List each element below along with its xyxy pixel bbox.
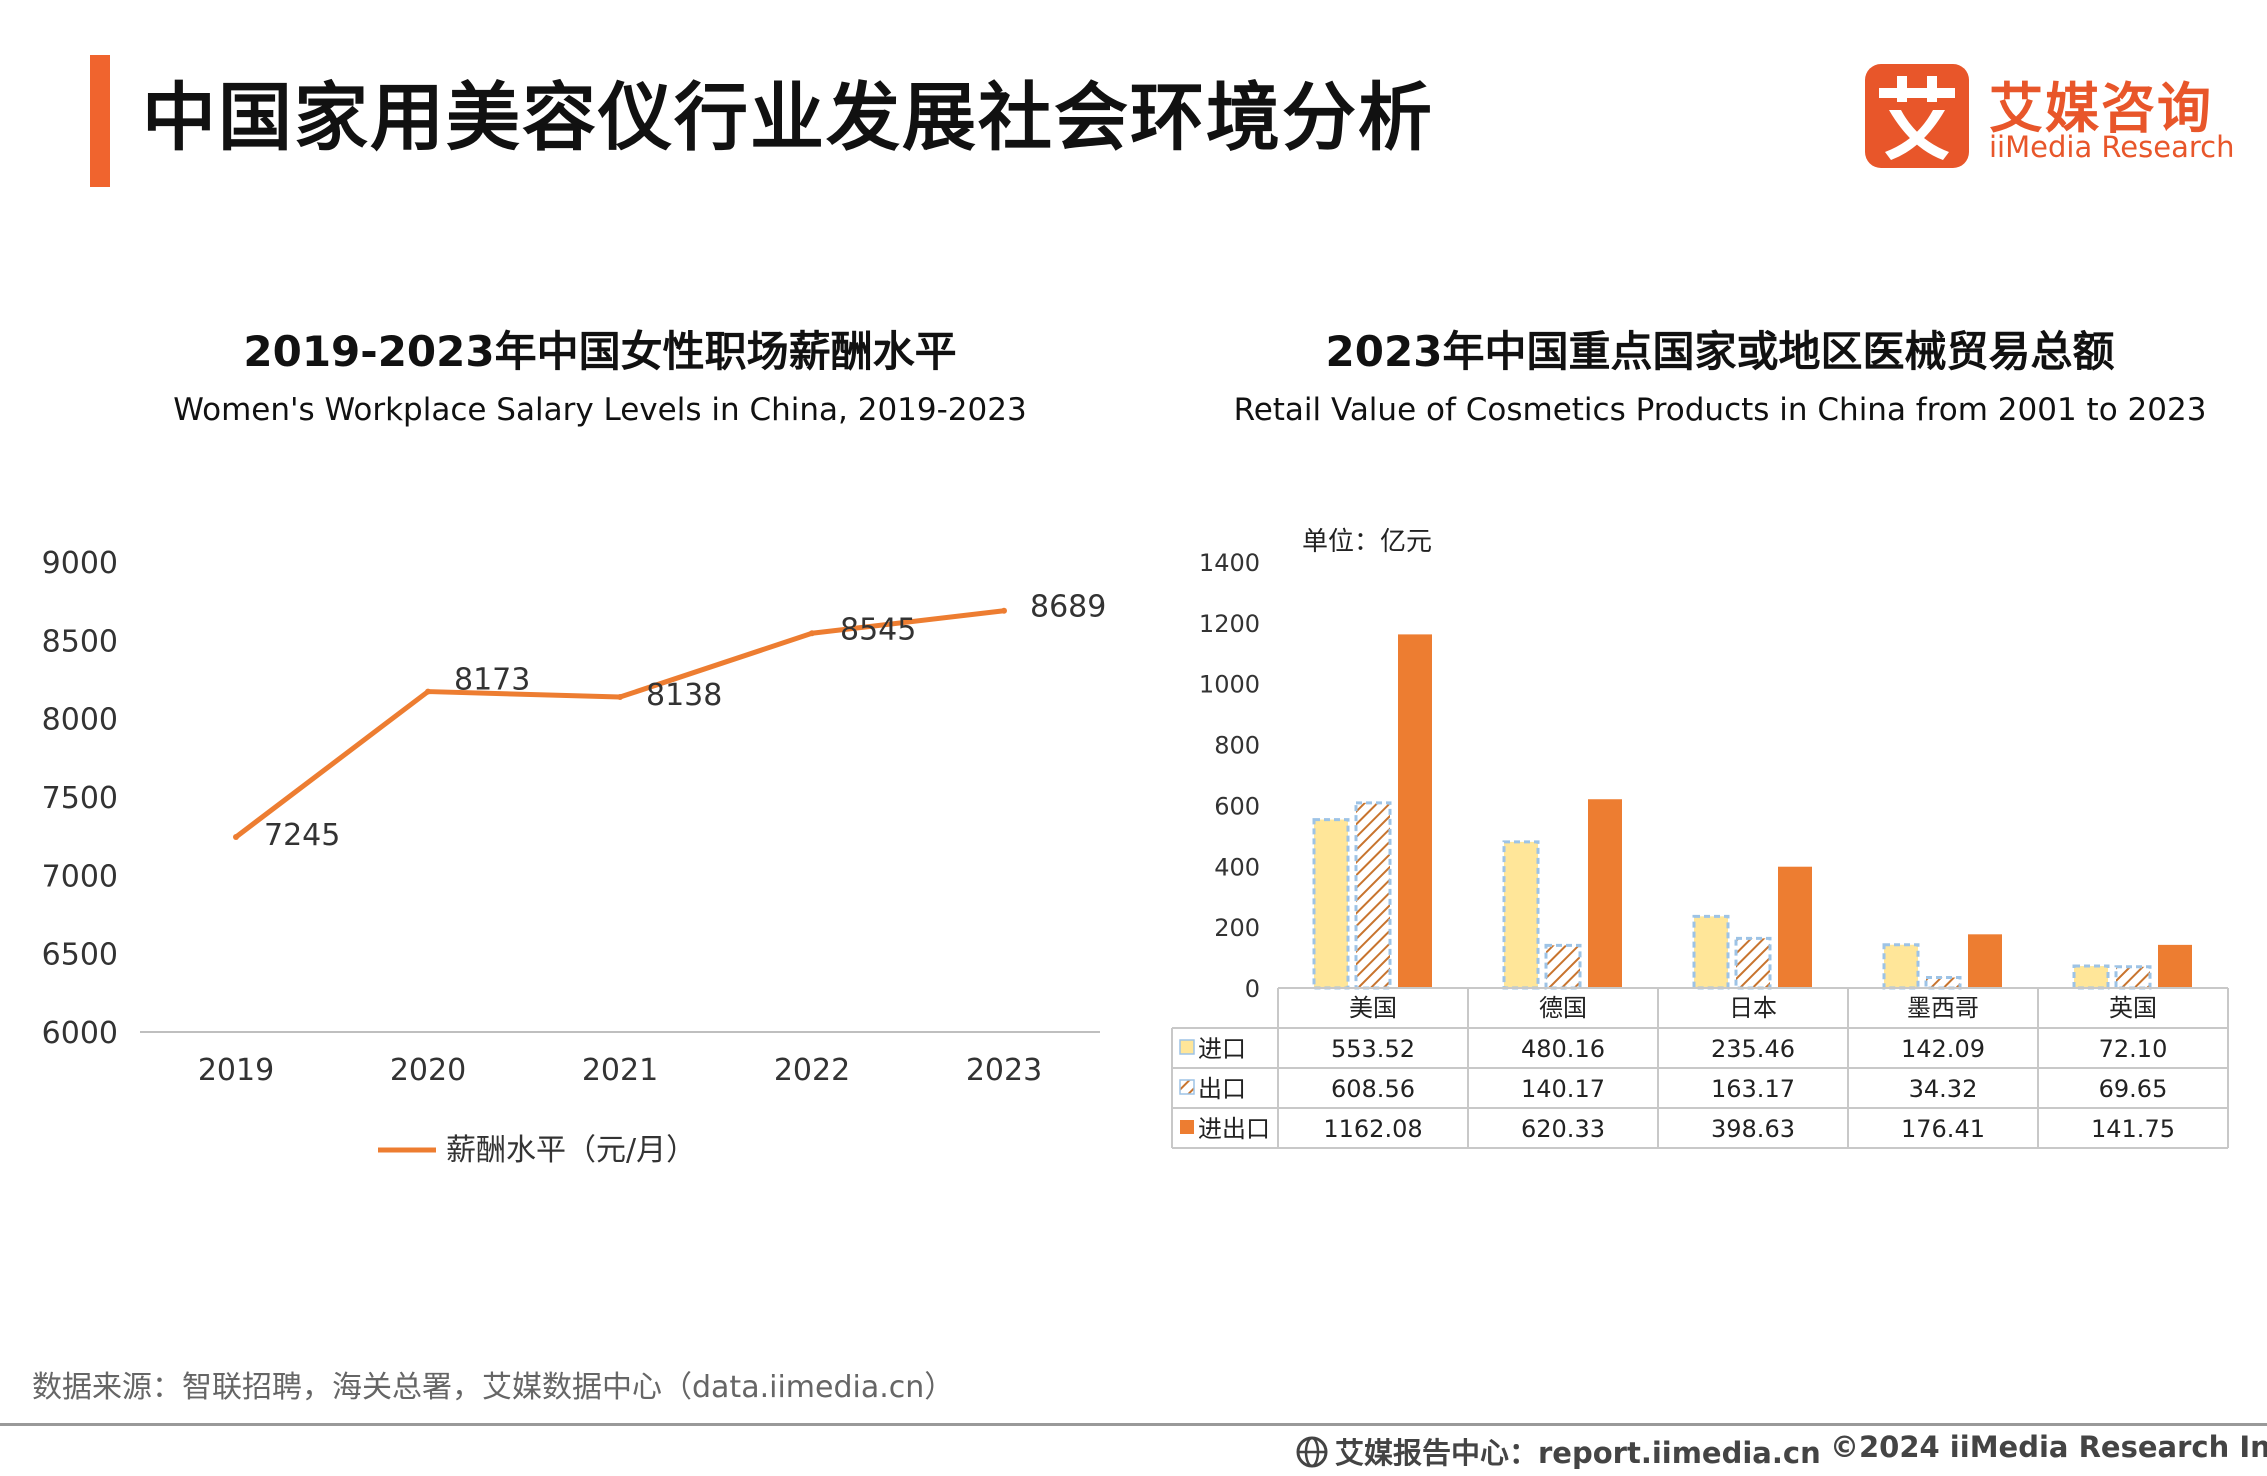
- title-accent-bar: [90, 55, 110, 187]
- legend-label: 薪酬水平（元/月）: [446, 1133, 696, 1168]
- table-value: 553.52: [1331, 1035, 1415, 1063]
- total-legend-key: [1180, 1120, 1194, 1134]
- table-value: 142.09: [1901, 1035, 1985, 1063]
- trade-bar-chart: 单位：亿元 0 200 400 600 800 1000 1200 1400 美国 德国 日本 墨西哥 英…: [1171, 527, 2229, 1149]
- table-value: 163.17: [1711, 1075, 1795, 1103]
- logo-english-name: iiMedia Research: [1989, 130, 2235, 164]
- salary-data-point: [1001, 607, 1007, 614]
- table-value: 1162.08: [1323, 1115, 1422, 1143]
- series-name: 进出口: [1198, 1115, 1270, 1143]
- y-tick-label: 200: [1214, 914, 1260, 942]
- y-tick-label: 0: [1245, 975, 1260, 1003]
- bar-chart-title: 2023年中国重点国家或地区医械贸易总额: [1325, 327, 2115, 376]
- total-bar: [1968, 934, 2002, 988]
- y-tick-label: 600: [1214, 792, 1260, 820]
- total-bar: [1588, 799, 1622, 988]
- ai-character-logo-icon: [1865, 64, 1969, 168]
- salary-data-label: 7245: [264, 818, 340, 853]
- salary-line-chart: 6000 6500 7000 7500 8000 8500 9000 2019 2020 2021…: [42, 546, 1107, 1168]
- brand-logo: 艾媒咨询 iiMedia Research: [1865, 62, 2234, 170]
- y-tick-label: 1200: [1199, 610, 1260, 638]
- category-label: 德国: [1539, 994, 1587, 1022]
- y-tick-label: 8000: [42, 703, 118, 738]
- salary-data-point: [617, 694, 623, 701]
- y-tick-label: 1000: [1199, 671, 1260, 699]
- page-title: 中国家用美容仪行业发展社会环境分析: [142, 75, 1434, 161]
- export-bar: [1544, 943, 1582, 990]
- total-bar: [1778, 866, 1812, 988]
- table-value: 141.75: [2091, 1115, 2175, 1143]
- import-legend-key: [1179, 1039, 1195, 1055]
- import-bar: [1692, 914, 1730, 990]
- salary-data-label: 8138: [646, 678, 722, 713]
- table-value: 34.32: [1909, 1075, 1978, 1103]
- line-chart-subtitle: Women's Workplace Salary Levels in China…: [173, 392, 1027, 428]
- x-tick-label: 2021: [582, 1053, 658, 1088]
- category-label: 墨西哥: [1907, 994, 1979, 1022]
- export-bar: [1354, 801, 1392, 990]
- y-tick-label: 400: [1214, 853, 1260, 881]
- x-tick-label: 2019: [198, 1053, 274, 1088]
- unit-label: 单位：亿元: [1302, 527, 1432, 557]
- salary-data-point: [233, 833, 239, 840]
- export-bar: [2114, 965, 2152, 990]
- x-tick-label: 2020: [390, 1053, 466, 1088]
- table-value: 608.56: [1331, 1075, 1415, 1103]
- table-value: 72.10: [2099, 1035, 2168, 1063]
- data-source-note: 数据来源：智联招聘，海关总署，艾媒数据中心（data.iimedia.cn）: [32, 1370, 955, 1405]
- import-bar: [1502, 840, 1540, 990]
- table-value: 620.33: [1521, 1115, 1605, 1143]
- import-bar: [1882, 943, 1920, 990]
- y-tick-label: 9000: [42, 546, 118, 581]
- footer-copyright: ©2024 iiMedia Research Inc: [1830, 1430, 2267, 1464]
- category-label: 美国: [1349, 994, 1397, 1022]
- import-bar: [1312, 818, 1350, 990]
- footer-report-center: 艾媒报告中心：report.iimedia.cn: [1295, 1430, 1821, 1476]
- salary-data-label: 8689: [1030, 590, 1106, 625]
- table-value: 235.46: [1711, 1035, 1795, 1063]
- x-tick-label: 2022: [774, 1053, 850, 1088]
- export-bar: [1734, 936, 1772, 990]
- total-bar: [2158, 944, 2192, 988]
- table-value: 480.16: [1521, 1035, 1605, 1063]
- import-bar: [2072, 964, 2110, 990]
- table-value: 140.17: [1521, 1075, 1605, 1103]
- salary-data-label: 8545: [840, 612, 916, 647]
- logo-chinese-name: 艾媒咨询: [1989, 77, 2213, 140]
- y-tick-label: 6500: [42, 938, 118, 973]
- globe-icon: [1295, 1435, 1329, 1476]
- y-tick-label: 800: [1214, 732, 1260, 760]
- export-bar: [1924, 976, 1962, 990]
- table-value: 176.41: [1901, 1115, 1985, 1143]
- bar-chart-subtitle: Retail Value of Cosmetics Products in Ch…: [1233, 392, 2207, 428]
- salary-data-point: [425, 688, 431, 695]
- salary-data-point: [809, 630, 815, 637]
- y-tick-label: 7000: [42, 859, 118, 894]
- y-tick-label: 8500: [42, 624, 118, 659]
- y-tick-label: 1400: [1199, 549, 1260, 577]
- footer-divider: [0, 1423, 2267, 1426]
- total-bar: [1398, 634, 1432, 988]
- series-name: 进口: [1198, 1035, 1246, 1063]
- series-name: 出口: [1198, 1075, 1246, 1103]
- category-label: 英国: [2109, 994, 2157, 1022]
- category-label: 日本: [1729, 994, 1777, 1022]
- x-tick-label: 2023: [966, 1053, 1042, 1088]
- y-tick-label: 7500: [42, 781, 118, 816]
- y-tick-label: 6000: [42, 1016, 118, 1051]
- export-legend-key: [1179, 1079, 1195, 1095]
- table-value: 398.63: [1711, 1115, 1795, 1143]
- table-value: 69.65: [2099, 1075, 2168, 1103]
- footer-report-text[interactable]: 艾媒报告中心：report.iimedia.cn: [1335, 1436, 1821, 1470]
- line-chart-title: 2019-2023年中国女性职场薪酬水平: [243, 327, 957, 376]
- salary-data-label: 8173: [454, 663, 530, 698]
